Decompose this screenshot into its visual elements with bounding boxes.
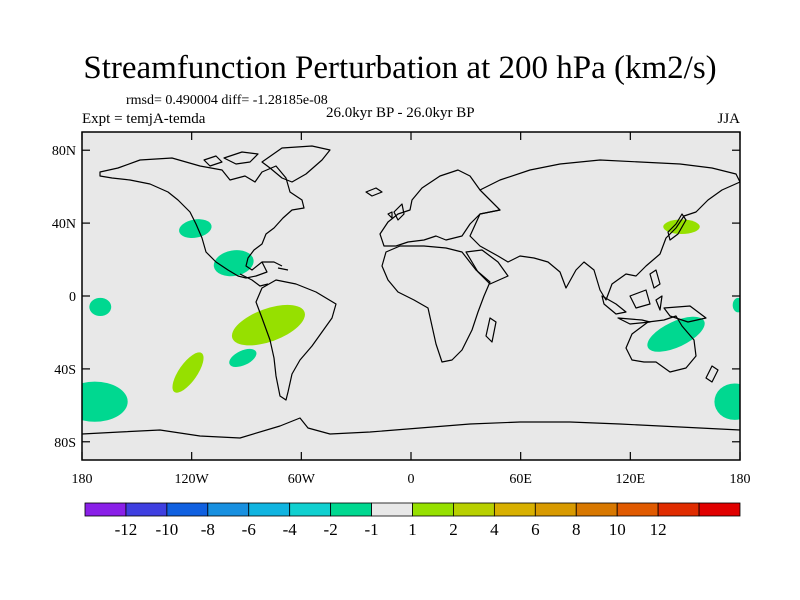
colorbar-swatch [125,502,168,517]
colorbar-label: 1 [408,520,417,539]
anomaly-region [229,348,257,368]
season-label: JJA [717,111,740,127]
lat-tick-label: 0 [69,290,76,305]
colorbar-label: -2 [324,520,338,539]
colorbar-swatch [534,502,577,517]
lon-tick-label: 60E [509,472,532,487]
lat-tick-label: 40S [54,363,76,378]
map-background [82,132,740,460]
colorbar-swatch [575,502,618,517]
colorbar-swatch [453,502,495,517]
lon-tick-label: 0 [408,472,415,487]
colorbar-label: 6 [531,520,540,539]
colorbar-swatch [616,502,659,517]
colorbar-swatch [330,502,372,517]
colorbar-label: 8 [572,520,581,539]
colorbar-label: -1 [364,520,378,539]
anomaly-region [231,304,305,346]
colorbar-label: -10 [156,520,179,539]
experiment-label: Expt = temjA-temda [82,111,206,127]
colorbar-label: -12 [115,520,138,539]
period-label: 26.0kyr BP - 26.0kyr BP [326,105,475,121]
anomaly-region [89,297,112,317]
anomaly-region [213,250,254,277]
lon-tick-label: 120W [175,472,210,487]
latitude-axis: 80N 40N 0 40S 80S [52,144,740,451]
colorbar: -12 -10 -8 -6 -4 -2 -1 1 2 4 6 8 10 12 [84,502,741,539]
colorbar-swatch [371,502,413,517]
anomaly-region [172,352,204,393]
anomaly-region [732,297,740,313]
lon-tick-label: 180 [72,472,93,487]
stats-text: rmsd= 0.490004 diff= -1.28185e-08 [126,93,328,108]
lat-tick-label: 40N [52,217,76,232]
anomaly-region [179,219,212,238]
colorbar-label: -4 [283,520,298,539]
anomaly-layer [82,219,740,422]
colorbar-label: 10 [609,520,626,539]
colorbar-swatch [698,502,741,517]
colorbar-swatch [166,502,209,517]
lon-tick-label: 180 [730,472,751,487]
lon-tick-label: 120E [616,472,646,487]
colorbar-swatch [657,502,700,517]
lon-tick-label: 60W [288,472,316,487]
colorbar-swatch [412,502,454,517]
colorbar-swatch [84,502,127,517]
colorbar-swatch [207,502,250,517]
colorbar-swatch [289,502,332,517]
colorbar-label: 4 [490,520,499,539]
anomaly-region [714,383,740,420]
coastlines [82,145,740,439]
lat-tick-label: 80S [54,436,76,451]
anomaly-region [82,381,128,422]
colorbar-label: -8 [201,520,215,539]
lat-tick-label: 80N [52,144,76,159]
anomaly-region [647,316,705,352]
colorbar-swatch [248,502,291,517]
colorbar-label: -6 [242,520,256,539]
colorbar-label: 2 [449,520,458,539]
colorbar-label: 12 [650,520,667,539]
longitude-axis: 180 120W 60W 0 60E 120E 180 [72,132,751,487]
plot-title: Streamfunction Perturbation at 200 hPa (… [83,50,717,86]
colorbar-swatch [493,502,536,517]
